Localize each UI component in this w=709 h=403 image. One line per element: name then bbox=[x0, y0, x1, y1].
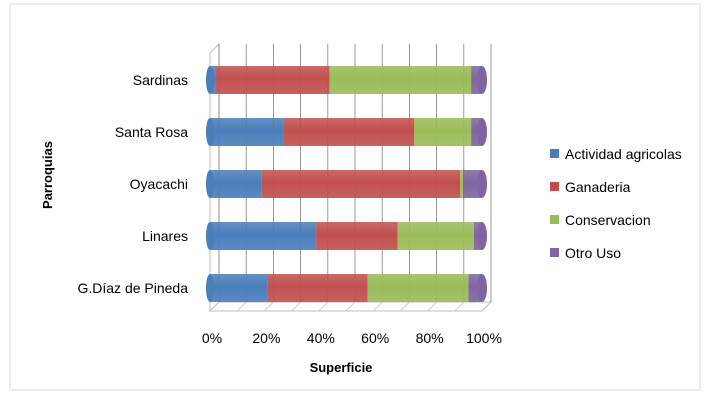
floor-gridline bbox=[318, 301, 329, 312]
x-tick-label: 100% bbox=[466, 330, 502, 346]
category-label: Sardinas bbox=[133, 72, 188, 88]
floor-gridline bbox=[481, 301, 492, 312]
bar-segment bbox=[210, 222, 317, 250]
floor-gridline bbox=[209, 301, 220, 312]
bar-segment bbox=[210, 118, 284, 146]
legend-swatch bbox=[550, 248, 559, 257]
x-tick-label: 20% bbox=[252, 330, 280, 346]
bar-end-cap bbox=[477, 170, 487, 198]
bar-segment bbox=[471, 118, 482, 146]
bar-segment bbox=[316, 222, 398, 250]
bar-segment bbox=[210, 274, 268, 302]
bar-end-cap bbox=[477, 274, 487, 302]
floor-gridline bbox=[291, 301, 301, 312]
bar-end-cap bbox=[477, 222, 487, 250]
floor-gridline bbox=[372, 301, 383, 312]
bar-start-cap bbox=[206, 222, 214, 250]
legend-swatch bbox=[550, 149, 559, 158]
bar-start-cap bbox=[206, 66, 214, 94]
category-label: Linares bbox=[142, 228, 188, 244]
legend-label: Ganaderia bbox=[565, 179, 631, 195]
legend-label: Actividad agricolas bbox=[565, 146, 682, 162]
bar-end-cap bbox=[477, 66, 487, 94]
bar-segment bbox=[210, 170, 262, 198]
category-label: Santa Rosa bbox=[115, 124, 188, 140]
bar-segment bbox=[267, 274, 368, 302]
bar-segment bbox=[215, 66, 330, 94]
bar-segment bbox=[460, 170, 463, 198]
bar-segment bbox=[397, 222, 474, 250]
y-axis-label: Parroquias bbox=[40, 141, 55, 209]
category-label: G.Díaz de Pineda bbox=[77, 280, 188, 296]
legend: Actividad agricolas Ganaderia Conservacion… bbox=[550, 146, 682, 261]
legend-label: Conservacion bbox=[565, 212, 651, 228]
bar-start-cap bbox=[206, 274, 214, 302]
x-tick-label: 60% bbox=[361, 330, 389, 346]
bar-start-cap bbox=[206, 170, 214, 198]
bar-segment bbox=[414, 118, 472, 146]
x-tick-label: 80% bbox=[416, 330, 444, 346]
bars bbox=[206, 66, 487, 302]
legend-label: Otro Uso bbox=[565, 245, 621, 261]
x-tick-label: 0% bbox=[202, 330, 222, 346]
bar-segment bbox=[462, 170, 482, 198]
floor-gridline bbox=[400, 301, 410, 312]
floor-gridline bbox=[345, 301, 356, 312]
legend-swatch bbox=[550, 182, 559, 191]
bar-segment bbox=[471, 66, 482, 94]
bar-segment bbox=[283, 118, 414, 146]
category-label: Oyacachi bbox=[130, 176, 188, 192]
floor-gridline bbox=[454, 301, 465, 312]
x-tick-label: 40% bbox=[307, 330, 335, 346]
x-axis-label: Superficie bbox=[310, 360, 373, 375]
floor-gridline bbox=[264, 301, 274, 312]
x-tick-labels: 0% 20% 40% 60% 80% 100% bbox=[202, 330, 502, 346]
floor-gridline bbox=[427, 301, 437, 312]
bar-segment bbox=[329, 66, 472, 94]
bar-segment bbox=[261, 170, 461, 198]
floor-gridline bbox=[236, 301, 247, 312]
bar-end-cap bbox=[477, 118, 487, 146]
bar-start-cap bbox=[206, 118, 214, 146]
bar-segment bbox=[367, 274, 469, 302]
category-labels: Sardinas Santa Rosa Oyacachi Linares G.Díaz … bbox=[77, 72, 188, 296]
legend-swatch bbox=[550, 215, 559, 224]
